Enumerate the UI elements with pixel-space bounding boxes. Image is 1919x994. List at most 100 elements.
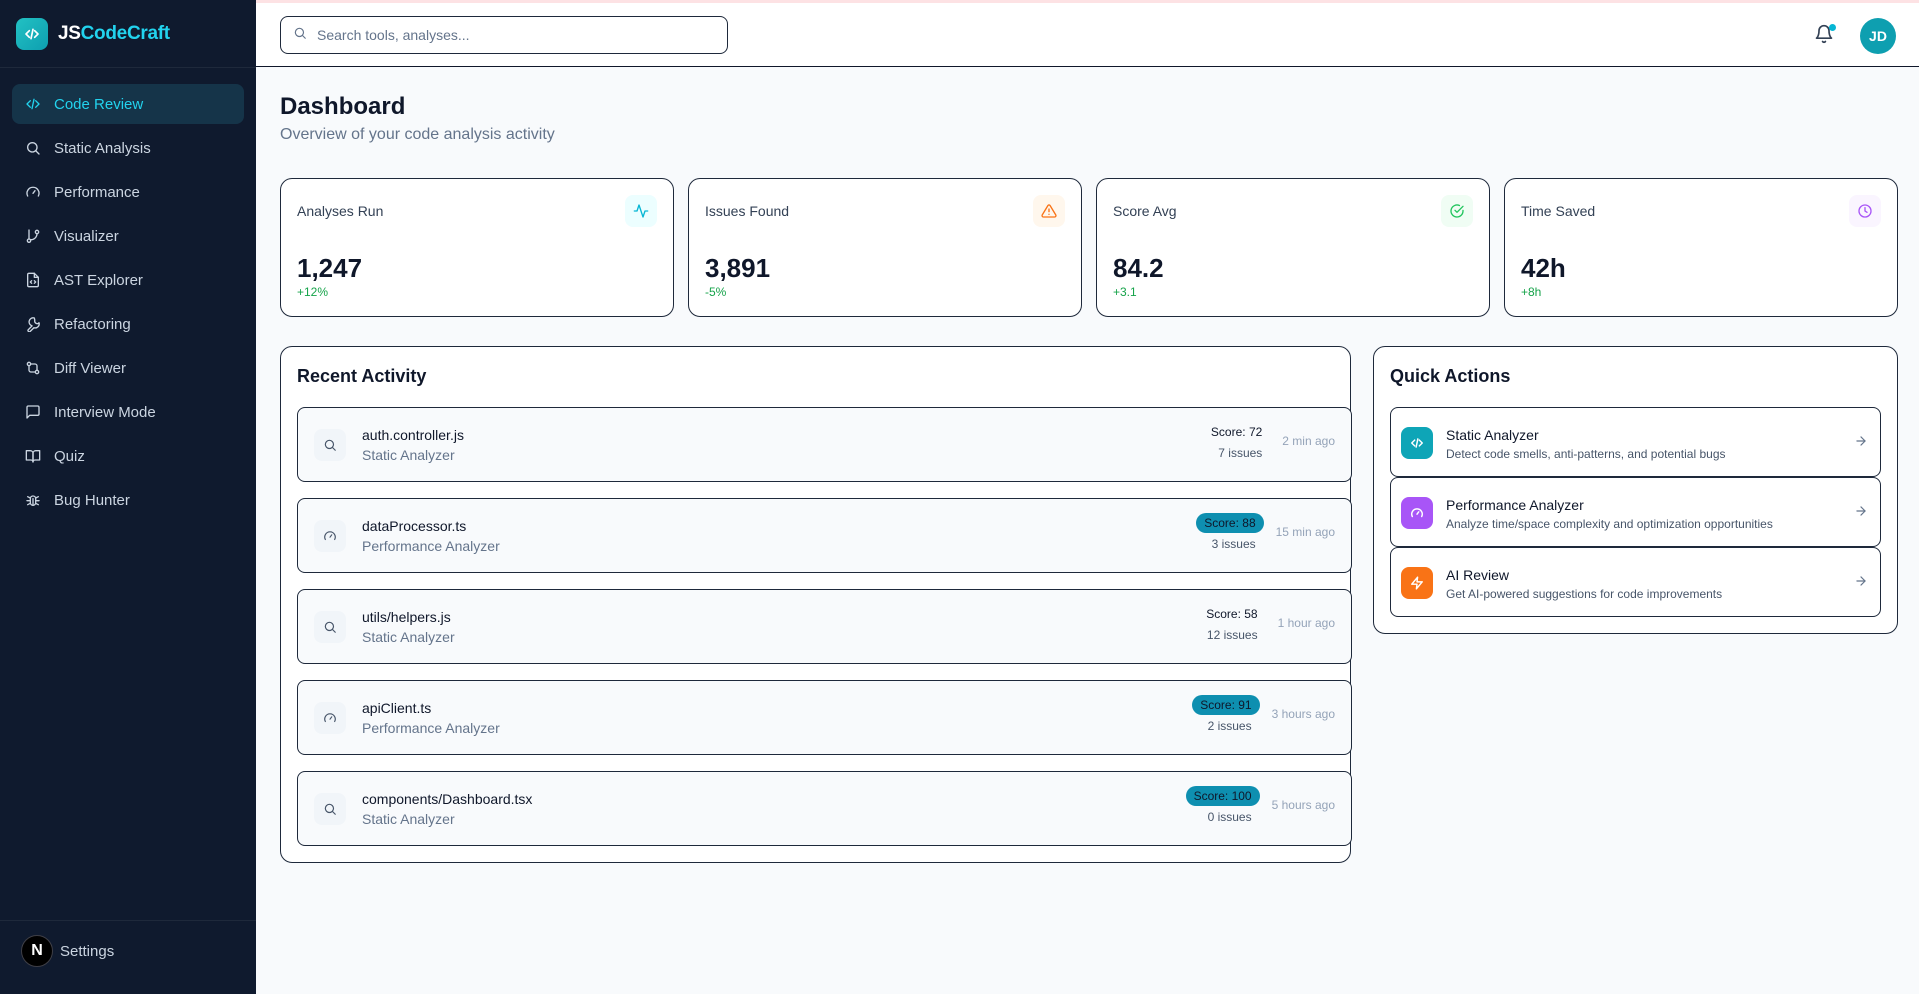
quick-action-desc: Detect code smells, anti-patterns, and p… [1446,447,1726,461]
quick-action-ai-review[interactable]: AI Review Get AI-powered suggestions for… [1390,547,1881,617]
arrow-right-icon [1854,574,1870,590]
activity-score-col: Score: 100 0 issues [1185,786,1260,824]
stat-value: 42h [1521,253,1566,283]
sidebar-item-performance[interactable]: Performance [12,172,244,212]
zap-icon [1401,567,1433,599]
sidebar-nav: Code Review Static Analysis Performance … [0,68,256,540]
stat-label: Issues Found [705,203,790,219]
git-branch-icon [24,227,42,245]
activity-file: auth.controller.js [362,427,464,443]
sidebar-item-ast-explorer[interactable]: AST Explorer [12,260,244,300]
gauge-icon [24,183,42,201]
stat-label: Time Saved [1521,203,1596,219]
activity-tool: Performance Analyzer [362,720,500,736]
dev-tools-badge[interactable]: N [21,935,53,967]
activity-time: 2 min ago [1282,434,1335,448]
activity-tool: Static Analyzer [362,629,455,645]
sidebar-item-label: AST Explorer [54,271,143,289]
search-icon [24,139,42,157]
issue-count: 12 issues [1206,628,1258,642]
clock-icon [1849,195,1881,227]
activity-row[interactable]: dataProcessor.ts Performance Analyzer Sc… [297,498,1352,573]
sidebar-item-label: Bug Hunter [54,491,130,509]
activity-meta: Score: 58 12 issues 1 hour ago [1198,604,1335,642]
activity-row[interactable]: apiClient.ts Performance Analyzer Score:… [297,680,1352,755]
sidebar-item-label: Refactoring [54,315,131,333]
bell-icon[interactable] [1814,24,1836,46]
file-code-icon [24,271,42,289]
search-icon [314,611,346,643]
page-subtitle: Overview of your code analysis activity [280,126,555,143]
settings-link[interactable]: Settings [0,931,256,971]
score-badge: Score: 72 [1210,425,1263,439]
code-icon [24,95,42,113]
sidebar-item-bug-hunter[interactable]: Bug Hunter [12,480,244,520]
stat-label: Score Avg [1113,203,1177,219]
quick-action-title: AI Review [1446,567,1510,583]
sidebar-item-static-analysis[interactable]: Static Analysis [12,128,244,168]
issue-count: 3 issues [1211,537,1256,551]
sidebar: JSCodeCraft Code Review Static Analysis … [0,0,256,994]
quick-action-performance-analyzer[interactable]: Performance Analyzer Analyze time/space … [1390,477,1881,547]
sidebar-item-label: Code Review [54,95,144,113]
activity-meta: Score: 100 0 issues 5 hours ago [1185,786,1335,824]
sidebar-item-refactoring[interactable]: Refactoring [12,304,244,344]
quick-action-static-analyzer[interactable]: Static Analyzer Detect code smells, anti… [1390,407,1881,477]
activity-time: 15 min ago [1275,525,1335,539]
issue-count: 7 issues [1218,446,1263,460]
stat-value: 1,247 [297,253,363,283]
search-input[interactable] [317,27,697,43]
brand-name: JSCodeCraft [58,23,170,45]
stat-change: +3.1 [1113,285,1137,299]
panel-title: Quick Actions [1390,366,1511,386]
sidebar-item-label: Interview Mode [54,403,156,421]
sidebar-item-quiz[interactable]: Quiz [12,436,244,476]
page-title: Dashboard [280,93,406,120]
search-icon [314,793,346,825]
score-badge: Score: 88 [1196,513,1264,533]
brand-suffix: CodeCraft [80,22,170,44]
activity-row[interactable]: auth.controller.js Static Analyzer Score… [297,407,1352,482]
sidebar-footer: Settings N [0,920,256,994]
stat-card-analyses: Analyses Run 1,247 +12% [280,178,674,317]
activity-row[interactable]: utils/helpers.js Static Analyzer Score: … [297,589,1352,664]
issue-count: 0 issues [1207,810,1252,824]
score-badge: Score: 58 [1206,607,1258,621]
stat-value: 3,891 [705,253,771,283]
activity-time: 3 hours ago [1271,707,1335,721]
search-box[interactable] [280,16,728,54]
activity-tool: Static Analyzer [362,447,455,463]
quick-action-desc: Analyze time/space complexity and optimi… [1446,517,1773,531]
sidebar-item-label: Diff Viewer [54,359,126,377]
brand-prefix: JS [58,22,81,44]
activity-icon [625,195,657,227]
sidebar-item-diff-viewer[interactable]: Diff Viewer [12,348,244,388]
avatar[interactable]: JD [1860,18,1896,54]
arrow-right-icon [1854,434,1870,450]
activity-file: components/Dashboard.tsx [362,791,533,807]
code-icon [16,17,48,50]
code-icon [1401,427,1433,459]
quick-action-title: Static Analyzer [1446,427,1539,443]
arrow-right-icon [1854,504,1870,520]
stat-card-time: Time Saved 42h +8h [1504,178,1898,317]
activity-tool: Performance Analyzer [362,538,500,554]
sidebar-item-interview-mode[interactable]: Interview Mode [12,392,244,432]
sidebar-item-visualizer[interactable]: Visualizer [12,216,244,256]
stat-card-issues: Issues Found 3,891 -5% [688,178,1082,317]
activity-row[interactable]: components/Dashboard.tsx Static Analyzer… [297,771,1352,846]
check-circle-icon [1441,195,1473,227]
git-compare-icon [24,359,42,377]
activity-meta: Score: 88 3 issues 15 min ago [1196,513,1335,551]
stat-card-score: Score Avg 84.2 +3.1 [1096,178,1490,317]
activity-score-col: Score: 58 12 issues [1198,604,1265,642]
sidebar-item-code-review[interactable]: Code Review [12,84,244,124]
brand[interactable]: JSCodeCraft [0,0,256,68]
stat-change: +12% [297,285,329,299]
quick-action-desc: Get AI-powered suggestions for code impr… [1446,587,1723,601]
sidebar-item-label: Visualizer [54,227,119,245]
topbar: JD [256,0,1919,67]
sidebar-item-label: Static Analysis [54,139,151,157]
wrench-icon [24,315,42,333]
activity-meta: Score: 72 7 issues 2 min ago [1203,422,1335,460]
